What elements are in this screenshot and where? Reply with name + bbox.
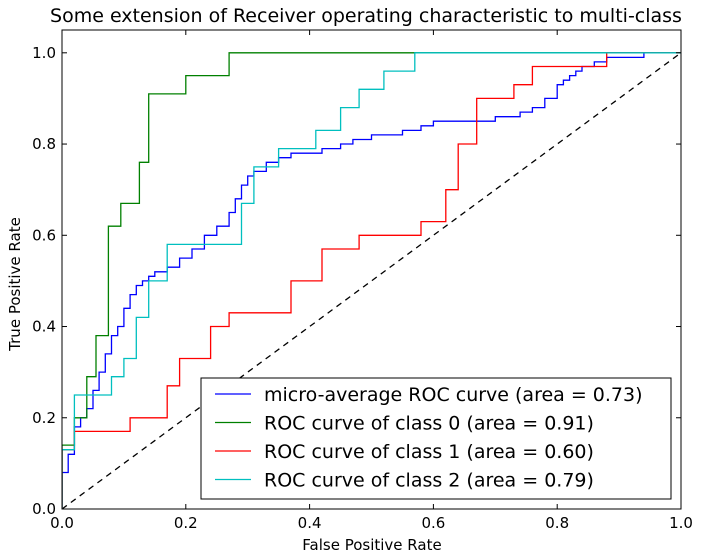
x-tick-label: 1.0 xyxy=(669,514,693,532)
series-line-3 xyxy=(62,52,681,509)
x-tick-label: 0.0 xyxy=(50,514,74,532)
legend-label-3: ROC curve of class 2 (area = 0.79) xyxy=(264,470,594,492)
plot-frame xyxy=(61,29,682,510)
legend-box xyxy=(200,377,672,500)
x-axis-label: False Positive Rate xyxy=(302,536,441,554)
legend-label-2: ROC curve of class 1 (area = 0.60) xyxy=(264,441,594,463)
x-tick-label: 0.6 xyxy=(421,514,445,532)
series-line-2 xyxy=(62,52,681,509)
chart-title: Some extension of Receiver operating cha… xyxy=(50,5,682,27)
y-tick-label: 1.0 xyxy=(32,44,56,62)
plot-area xyxy=(62,52,681,509)
legend: micro-average ROC curve (area = 0.73) ROC… xyxy=(200,377,672,500)
x-tick-label: 0.4 xyxy=(298,514,322,532)
chance-diagonal-line xyxy=(62,52,681,509)
legend-label-0: micro-average ROC curve (area = 0.73) xyxy=(264,384,643,406)
x-tick-label: 0.8 xyxy=(545,514,569,532)
legend-label-1: ROC curve of class 0 (area = 0.91) xyxy=(264,413,594,435)
y-axis-label: True Positive Rate xyxy=(6,217,24,352)
x-tick-label: 0.2 xyxy=(174,514,198,532)
series-line-1 xyxy=(62,52,681,509)
y-tick-label: 0.8 xyxy=(32,135,56,153)
axis-ticks: 0.0 0.2 0.4 0.6 0.8 1.0 0.0 0.2 0.4 0.6 0.8 1.0 xyxy=(32,30,693,532)
y-tick-label: 0.6 xyxy=(32,226,56,244)
y-tick-label: 0.4 xyxy=(32,318,56,336)
y-tick-label: 0.0 xyxy=(32,500,56,518)
y-tick-label: 0.2 xyxy=(32,409,56,427)
series-line-0 xyxy=(62,52,681,509)
